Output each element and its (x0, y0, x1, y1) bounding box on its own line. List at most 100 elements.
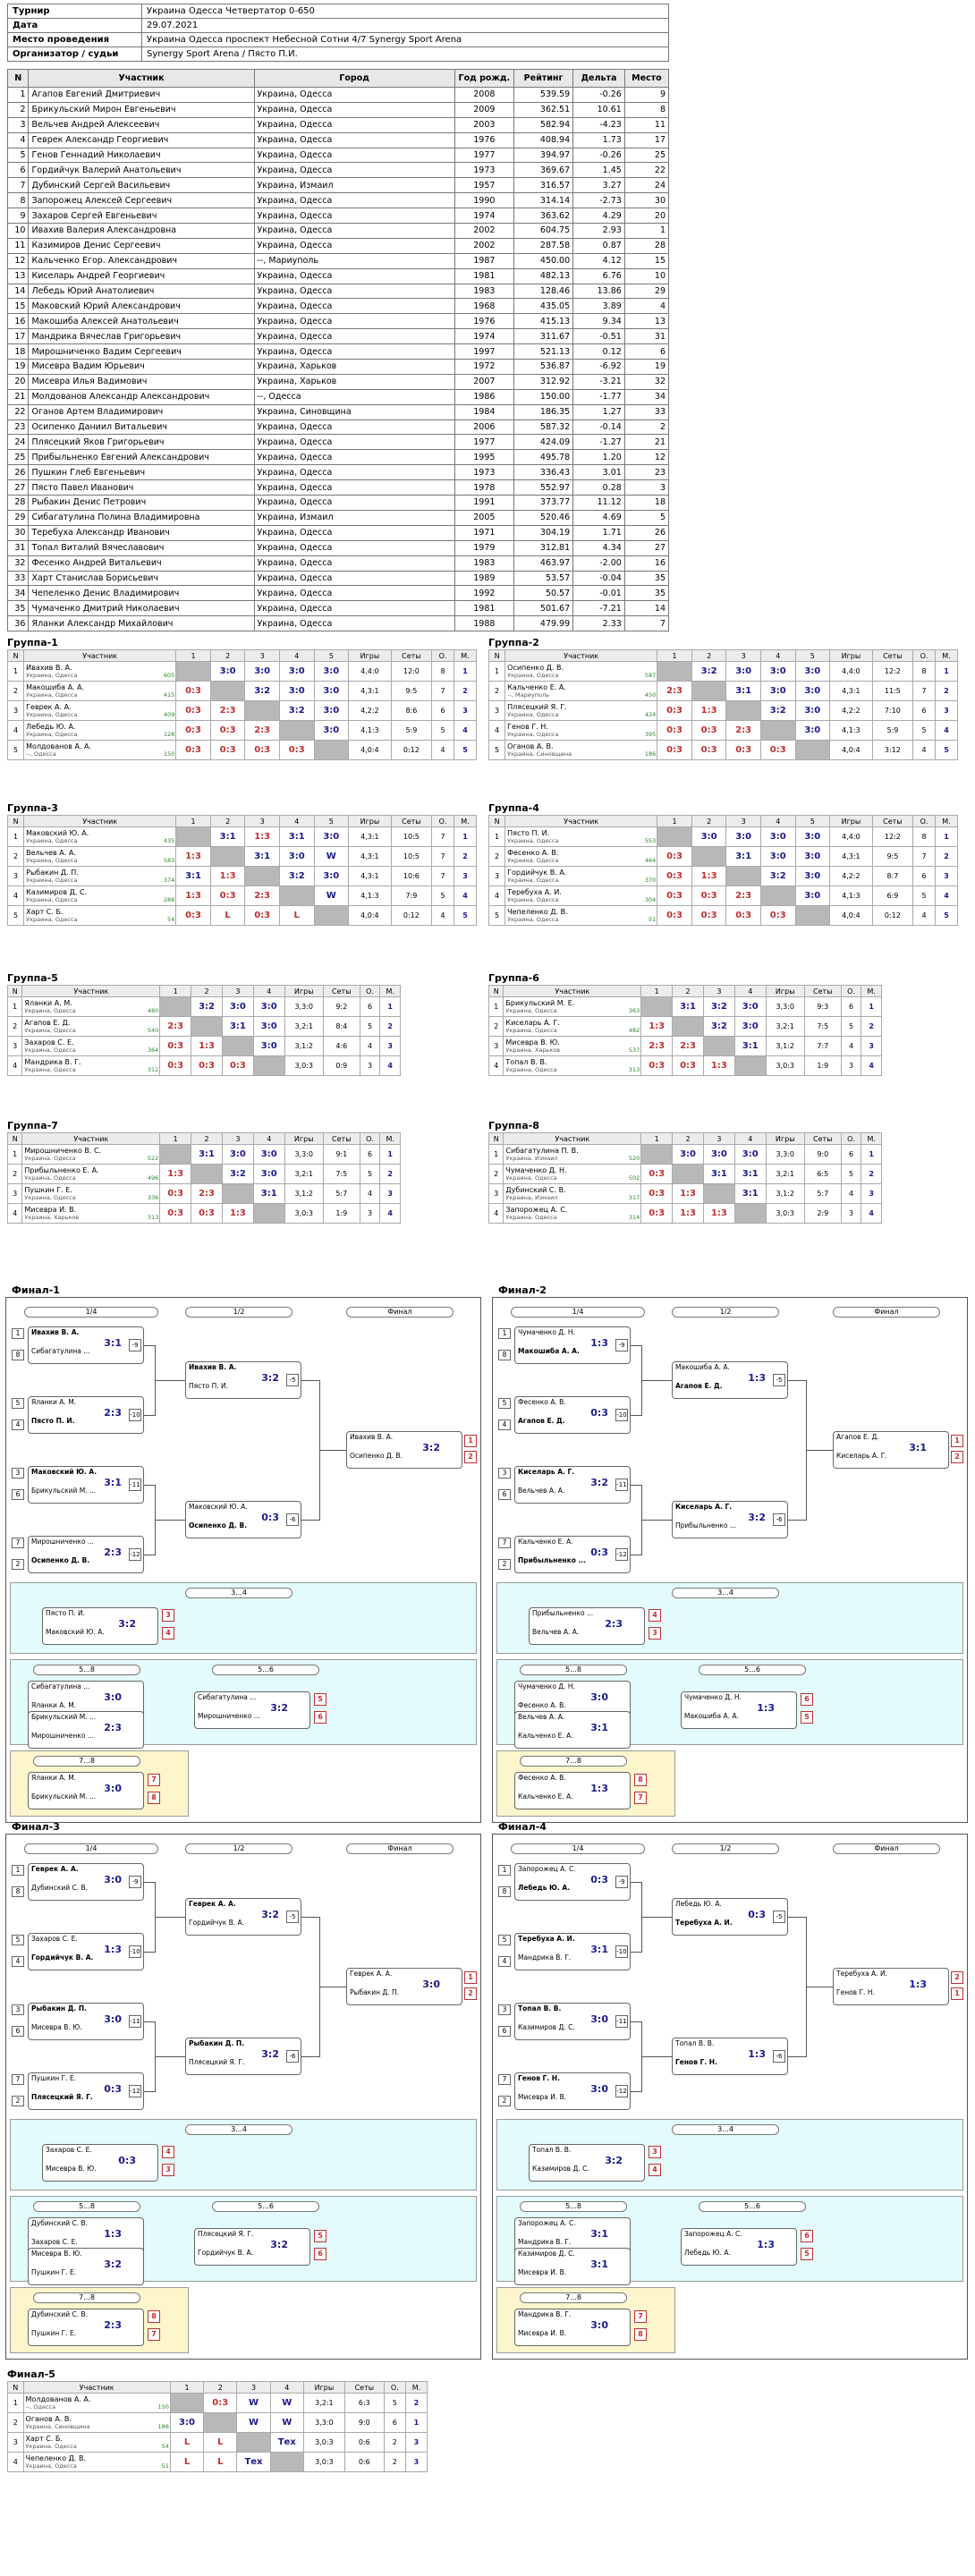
place-cell: 2 (454, 681, 477, 702)
player-cell: Оганов А. В. 186 Украина, Синовщина (22, 2412, 171, 2434)
table-cell: Украина, Синовщина (253, 403, 455, 420)
table-row: 29 Сибагатулина Полина Владимировна Украин… (6, 509, 670, 526)
table-cell: 10 (623, 267, 670, 284)
column-header: М. (861, 1132, 882, 1146)
place-cell: 1 (454, 826, 477, 848)
table-cell: 1992 (454, 585, 514, 602)
place-cell: 3 (404, 2452, 428, 2473)
score: 1:3 (254, 832, 271, 843)
column-header: 4 (278, 649, 315, 663)
table-cell: Мисевра Вадим Юрьевич (28, 359, 255, 375)
seed-number: 7 (498, 2074, 511, 2086)
column-header: 2 (672, 1132, 704, 1146)
seed-number: 4 (498, 1956, 511, 1968)
player-city: 51 Украина, Одесса (25, 2462, 169, 2470)
diagonal-cell (209, 846, 246, 868)
stat-cell: 6 (912, 866, 936, 887)
table-row: 17 Мандрика Вячеслав Григорьевич Украина, … (6, 328, 670, 345)
rating: 363 (628, 1006, 640, 1014)
stat-cell: 5 (840, 1164, 862, 1185)
group-header-row: N Участник 1 2 3 4 Игры Сеты О. М. (7, 2381, 428, 2394)
stat-cell: 7:5 (322, 1164, 360, 1185)
stat-cell: 3,0:3 (284, 1055, 324, 1077)
score: 0:3 (288, 745, 305, 756)
table-cell: 7 (6, 177, 30, 194)
place-number: 1 (464, 1435, 477, 1448)
table-cell: 1988 (454, 615, 514, 632)
diagonal-cell (759, 720, 796, 741)
table-cell: -1.77 (572, 388, 625, 405)
table-row: 16 Макошиба Алексей Анатольевич Украина, О… (6, 313, 670, 330)
place-cell: 4 (935, 886, 958, 907)
place-cell: 2 (935, 846, 958, 868)
table-cell: 311.67 (513, 328, 574, 345)
round-header: 3...4 (185, 2124, 292, 2136)
info-row: Место проведения Украина Одесса проспект … (7, 32, 669, 47)
score: 2:3 (680, 1041, 696, 1052)
table-cell: 6.76 (572, 267, 625, 284)
finals-section: Финал-1 1/4 1/2 Финал 1 8 Ивахив В. А. Сибагату… (0, 1284, 975, 2473)
match-box: Яланки А. М. Пясто П. И. 2:3 -10 (28, 1396, 144, 1435)
table-cell: 9.34 (572, 313, 625, 330)
column-header: N (6, 69, 30, 88)
stat-cell: 7 (431, 866, 454, 887)
column-header: Участник (503, 985, 642, 998)
column-header: М. (935, 649, 958, 663)
column-header: Сеты (322, 1132, 360, 1146)
round-header: 1/2 (185, 1307, 292, 1318)
column-header: 2 (691, 815, 727, 828)
rating: 496 (147, 1174, 159, 1182)
table-cell: Харт Станислав Борисьевич (28, 570, 255, 587)
stat-cell: 4,4:0 (348, 661, 392, 682)
round-header: 1/4 (24, 1307, 158, 1318)
seed-number: 4 (12, 1956, 24, 1968)
player-cell: Генов Г. Н. 395 Украина, Одесса (504, 720, 658, 741)
match-score: 2:3 (605, 1618, 623, 1631)
match-score: 3:2 (590, 1477, 608, 1489)
stat-cell: 4,0:4 (348, 740, 392, 761)
place-cell: 5 (935, 740, 958, 761)
connector-line (788, 1917, 806, 1919)
score: 3:0 (323, 706, 340, 716)
score: 0:3 (167, 1208, 184, 1219)
player-a: Плясецкий Я. Г. (198, 2230, 254, 2239)
score-cell: 3:0 (759, 846, 796, 868)
stat-cell: 7:10 (871, 700, 914, 722)
place-number: 8 (634, 2328, 647, 2342)
score-cell: 2:3 (191, 1183, 223, 1205)
stat-cell: 4 (840, 1183, 862, 1205)
column-header: О. (840, 1132, 862, 1146)
player-name: Молдованов А. А. (26, 741, 92, 750)
score: 0:3 (666, 745, 682, 756)
table-cell: 2002 (454, 223, 514, 239)
table-row: 2 Брикульский Мирон Евгеньевич Украина, Од… (6, 101, 670, 118)
score: 0:3 (735, 911, 752, 921)
table-cell: Топал Виталий Вячеславович (28, 539, 255, 556)
seed-number: 5 (498, 1398, 511, 1410)
player-b: Гордийчук В. А. (198, 2248, 254, 2257)
table-row: 3 Геврек А. А. 409 Украина, Одесса 0:3 2:3 3:2… (6, 700, 477, 722)
score-cell: 0:3 (244, 905, 280, 927)
table-cell: 31 (6, 539, 30, 556)
player-b: Мандрика В. Г. (518, 2237, 572, 2246)
round-header: 1/4 (511, 1307, 645, 1318)
score-cell: 0:3 (175, 700, 211, 722)
score-cell: 3:0 (794, 866, 831, 887)
stat-cell: 3,0:3 (284, 1203, 324, 1224)
column-header: N (6, 649, 25, 663)
score-cell: 0:3 (759, 905, 796, 927)
column-header: Игры (284, 1132, 324, 1146)
place-number: 3 (649, 1627, 661, 1640)
connector-line (788, 1520, 806, 1521)
player-b: Прибыльненко ... (518, 1555, 587, 1564)
table-row: 27 Пясто Павел Иванович Украина, Одесса 197… (6, 479, 670, 496)
score-cell: 1:3 (702, 1203, 735, 1224)
score-cell: 1:3 (691, 866, 727, 887)
table-cell: 3.01 (572, 464, 625, 481)
table-cell: -0.51 (572, 328, 625, 345)
stat-cell: 9:5 (390, 681, 433, 702)
score-cell: 2:3 (244, 886, 280, 907)
column-header: 2 (191, 985, 223, 998)
player-cell: Молдованов А. А. 150 --, Одесса (22, 2393, 171, 2414)
table-cell: -6.92 (572, 359, 625, 375)
